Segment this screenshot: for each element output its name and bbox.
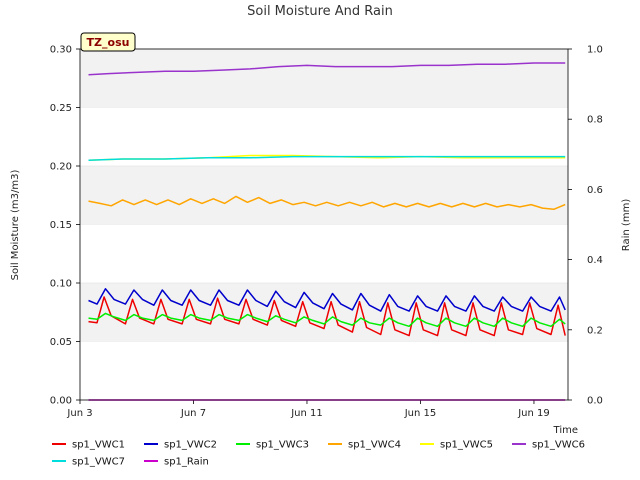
legend-label: sp1_VWC1 (72, 440, 125, 451)
site-badge: TZ_osu (80, 32, 136, 52)
y2-axis-label: Rain (mm) (621, 199, 632, 252)
y-tick-label: 0.10 (50, 279, 72, 290)
series-line-sp1-vwc1 (88, 296, 566, 337)
y2-tick-label: 0.2 (587, 325, 603, 336)
y-tick-label: 0.05 (50, 337, 72, 348)
site-badge-label: TZ_osu (87, 36, 130, 49)
series-line-sp1-vwc7 (88, 155, 566, 161)
chart-title: Soil Moisture And Rain (247, 4, 393, 19)
series-line-sp1-vwc3 (88, 312, 566, 328)
series-line-sp1-vwc6 (88, 62, 566, 76)
y-tick-label: 0.30 (50, 45, 72, 56)
x-tick-label: Jun 11 (290, 408, 323, 419)
legend-label: sp1_Rain (164, 457, 209, 468)
legend: sp1_VWC1 sp1_VWC2 sp1_VWC3 sp1_VWC4 sp1_VWC5… (52, 440, 585, 468)
y2-tick-label: 0.6 (587, 185, 603, 196)
plot-background (80, 48, 568, 342)
series-line-sp1-vwc4 (88, 195, 566, 211)
y2-tick-label: 0.8 (587, 115, 603, 126)
y-tick-label: 0.15 (50, 220, 72, 231)
x-tick-label: Jun 15 (404, 408, 437, 419)
plot-frame (79, 48, 569, 401)
x-tick-label: Jun 19 (517, 408, 550, 419)
legend-label: sp1_VWC6 (532, 440, 585, 451)
y2-tick-label: 1.0 (587, 45, 603, 56)
series-line-sp1-vwc2 (88, 288, 566, 312)
legend-label: sp1_VWC4 (348, 440, 401, 451)
x-tick-label: Jun 7 (180, 408, 206, 419)
y-axis-label: Soil Moisture (m3/m3) (10, 170, 21, 281)
legend-label: sp1_VWC5 (440, 440, 493, 451)
x-axis-label: Time (553, 425, 578, 436)
y-tick-label: 0.25 (50, 103, 72, 114)
y2-tick-label: 0.4 (587, 255, 603, 266)
series-layer (88, 62, 566, 401)
x-tick-label: Jun 3 (66, 408, 92, 419)
y-tick-label: 0.20 (50, 162, 72, 173)
legend-label: sp1_VWC3 (256, 440, 309, 451)
y-tick-label: 0.00 (50, 396, 72, 407)
site-badge-box (80, 32, 136, 52)
axes: 0.00 0.05 0.10 0.15 0.20 0.25 0.30 0.0 0.2 0.4 0.6… (50, 45, 603, 420)
background-band (80, 166, 568, 225)
y2-tick-label: 0.0 (587, 396, 603, 407)
legend-label: sp1_VWC2 (164, 440, 217, 451)
legend-label: sp1_VWC7 (72, 457, 125, 468)
background-band (80, 49, 568, 108)
